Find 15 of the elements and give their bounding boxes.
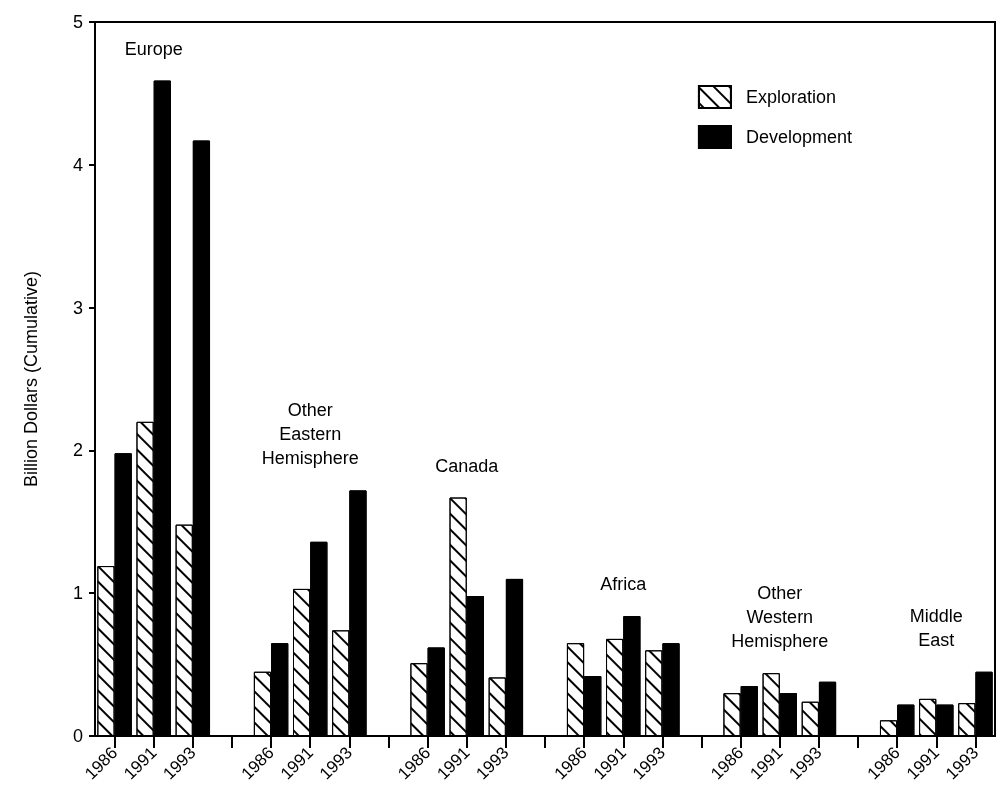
annotation: Europe — [124, 38, 183, 59]
annotation: Other Western Hemisphere — [731, 583, 829, 652]
y-tick-label: 0 — [72, 726, 83, 746]
legend-label: Exploration — [745, 87, 836, 107]
y-tick-label: 3 — [72, 297, 83, 318]
annotation: Africa — [600, 574, 648, 595]
y-tick-label: 4 — [72, 154, 83, 175]
annotation: Middle East — [909, 605, 963, 650]
annotation: Canada — [435, 455, 500, 476]
legend-label: Development — [745, 127, 852, 147]
y-tick-label: 1 — [72, 583, 83, 604]
y-axis-title: Billion Dollars (Cumulative) — [21, 270, 41, 488]
y-tick-label: 2 — [72, 440, 83, 461]
annotation: Other Eastern Hemisphere — [261, 400, 359, 469]
y-tick-label: 5 — [72, 12, 83, 32]
